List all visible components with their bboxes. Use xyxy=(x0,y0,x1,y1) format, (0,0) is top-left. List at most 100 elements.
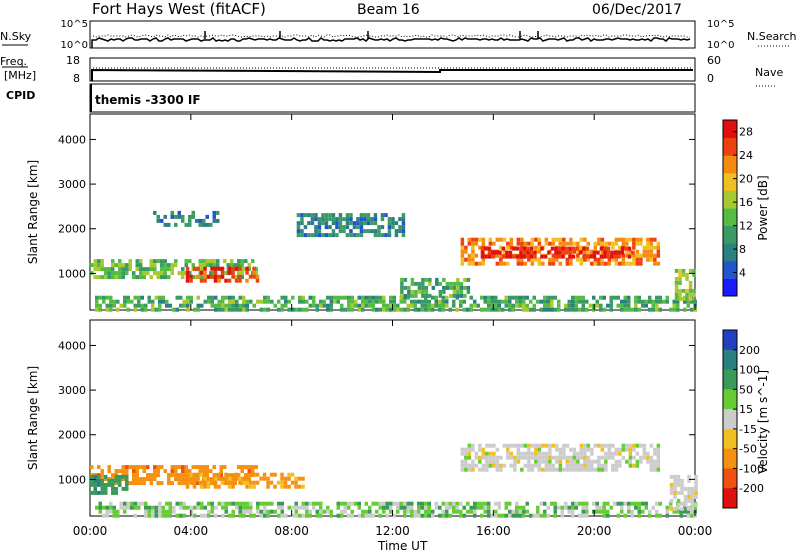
heatmap-cell xyxy=(597,467,601,472)
heatmap-cell xyxy=(604,451,608,456)
nave-tick-bottom: 0 xyxy=(707,72,714,85)
heatmap-cell xyxy=(571,254,576,259)
heatmap-cell xyxy=(567,509,571,514)
heatmap-cell xyxy=(480,501,484,506)
heatmap-cell xyxy=(203,513,207,518)
heatmap-cell xyxy=(655,513,659,518)
heatmap-cell xyxy=(168,513,172,518)
heatmap-cell xyxy=(509,443,514,448)
heatmap-cell xyxy=(642,249,647,254)
heatmap-cell xyxy=(438,289,443,294)
heatmap-cell xyxy=(212,214,216,219)
heatmap-cell xyxy=(490,299,494,304)
heatmap-cell xyxy=(174,263,178,268)
heatmap-cell xyxy=(673,478,677,483)
heatmap-cell xyxy=(569,459,573,464)
heatmap-cell xyxy=(553,505,557,510)
heatmap-cell xyxy=(228,295,232,300)
heatmap-cell xyxy=(209,477,213,482)
heatmap-cell xyxy=(100,267,104,272)
heatmap-cell xyxy=(300,233,304,238)
heatmap-cell xyxy=(581,299,585,304)
heatmap-cell xyxy=(170,267,174,272)
heatmap-cell xyxy=(280,513,284,518)
heatmap-cell xyxy=(606,513,610,518)
heatmap-cell xyxy=(191,214,195,219)
heatmap-cell xyxy=(464,245,468,250)
heatmap-cell xyxy=(165,303,169,308)
heatmap-cell xyxy=(656,253,661,258)
heatmap-cell xyxy=(674,284,679,289)
heatmap-cell xyxy=(135,263,139,268)
heatmap-cell xyxy=(583,459,587,464)
heatmap-cell xyxy=(523,455,528,460)
heatmap-cell xyxy=(586,249,591,254)
heatmap-cell xyxy=(487,509,491,514)
heatmap-cell xyxy=(522,295,526,300)
heatmap-cell xyxy=(93,267,97,272)
heatmap-cell xyxy=(121,275,125,280)
heatmap-cell xyxy=(151,513,155,518)
heatmap-cell xyxy=(694,494,698,499)
heatmap-cell xyxy=(420,299,424,304)
heatmap-cell xyxy=(221,299,225,304)
heatmap-cell xyxy=(196,472,200,477)
heatmap-cell xyxy=(576,253,580,258)
heatmap-cell xyxy=(623,307,627,312)
heatmap-cell xyxy=(583,237,587,242)
heatmap-cell xyxy=(263,501,267,506)
heatmap-cell xyxy=(319,513,323,518)
heatmap-cell xyxy=(481,451,486,456)
heatmap-cell xyxy=(639,257,643,262)
heatmap-cell xyxy=(220,266,225,271)
heatmap-cell xyxy=(407,293,411,298)
heatmap-cell xyxy=(676,502,681,507)
heatmap-cell xyxy=(421,285,425,290)
heatmap-cell xyxy=(256,299,260,304)
heatmap-cell xyxy=(228,303,232,308)
heatmap-cell xyxy=(519,246,523,251)
heatmap-cell xyxy=(244,465,248,470)
heatmap-cell xyxy=(116,307,120,312)
heatmap-cell xyxy=(519,250,523,255)
heatmap-cell xyxy=(546,505,550,510)
heatmap-cell xyxy=(354,303,358,308)
heatmap-cell xyxy=(238,307,242,312)
heatmap-cell xyxy=(649,443,654,448)
heatmap-cell xyxy=(676,509,680,514)
heatmap-cell xyxy=(656,455,661,460)
heatmap-cell xyxy=(125,271,129,276)
heatmap-cell xyxy=(579,451,584,456)
colorbar-tick-label: 50 xyxy=(739,383,753,396)
heatmap-cell xyxy=(184,222,188,227)
heatmap-cell xyxy=(224,295,228,300)
heatmap-cell xyxy=(357,505,361,510)
heatmap-cell xyxy=(317,221,322,226)
heatmap-cell xyxy=(104,275,108,280)
heatmap-cell xyxy=(558,237,563,242)
heatmap-cell xyxy=(590,467,594,472)
heatmap-cell xyxy=(595,299,599,304)
heatmap-cell xyxy=(182,501,186,506)
heatmap-cell xyxy=(518,303,522,308)
heatmap-cell xyxy=(192,484,197,489)
heatmap-cell xyxy=(455,505,459,510)
heatmap-cell xyxy=(263,513,267,518)
heatmap-cell xyxy=(185,274,190,279)
heatmap-cell xyxy=(224,480,228,485)
heatmap-cell xyxy=(296,225,301,230)
heatmap-cell xyxy=(471,459,475,464)
freq-label: Freq. xyxy=(0,55,27,68)
heatmap-cell xyxy=(523,443,528,448)
heatmap-cell xyxy=(471,467,475,472)
heatmap-cell xyxy=(209,259,213,264)
heatmap-cell xyxy=(321,221,325,226)
heatmap-cell xyxy=(228,501,232,506)
heatmap-cell xyxy=(238,509,242,514)
heatmap-cell xyxy=(216,259,220,264)
heatmap-cell xyxy=(576,455,580,460)
heatmap-cell xyxy=(674,268,679,273)
heatmap-cell xyxy=(170,271,174,276)
heatmap-cell xyxy=(607,257,612,262)
heatmap-cell xyxy=(357,307,361,312)
